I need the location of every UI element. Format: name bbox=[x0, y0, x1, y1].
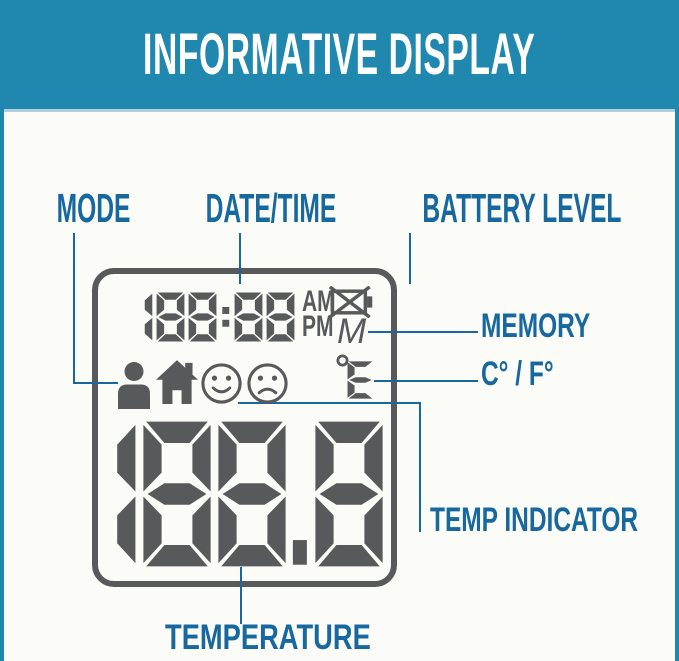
temperature-display bbox=[113, 420, 384, 568]
leader-line-memory bbox=[368, 331, 478, 333]
memory-marker: M bbox=[337, 312, 367, 351]
pm-indicator: PM bbox=[302, 310, 334, 343]
label-battery-level: BATTERY LEVEL bbox=[422, 185, 622, 231]
am-indicator: AM bbox=[302, 285, 335, 318]
label-date-time: DATE/TIME bbox=[205, 185, 337, 231]
page-title: INFORMATIVE DISPLAY bbox=[143, 21, 536, 87]
leader-line-battery bbox=[409, 233, 411, 284]
label-celsius-fahrenheit: C° / F° bbox=[481, 355, 554, 393]
happy-face-icon bbox=[201, 363, 242, 404]
temp-unit-display bbox=[347, 361, 374, 399]
leader-line-mode-horizontal bbox=[73, 382, 118, 384]
crossed-battery-icon bbox=[329, 286, 373, 318]
leader-line-temp-indicator-horizontal bbox=[238, 402, 421, 404]
label-temp-indicator: TEMP INDICATOR bbox=[430, 501, 639, 539]
label-mode: MODE bbox=[56, 185, 130, 231]
degree-icon bbox=[336, 354, 349, 367]
leader-line-unit bbox=[374, 380, 478, 382]
home-icon bbox=[156, 360, 198, 404]
person-icon bbox=[118, 362, 150, 409]
leader-line-mode-vertical bbox=[73, 233, 75, 384]
leader-line-date-time bbox=[239, 233, 241, 284]
label-memory: MEMORY bbox=[481, 307, 591, 345]
left-edge-strip bbox=[0, 0, 4, 661]
leader-line-temp-indicator-vertical bbox=[419, 402, 421, 532]
label-temperature: TEMPERATURE bbox=[165, 618, 371, 657]
header-banner: INFORMATIVE DISPLAY bbox=[0, 0, 679, 112]
sad-face-icon bbox=[247, 363, 288, 404]
leader-line-temperature bbox=[240, 567, 242, 624]
right-edge-strip bbox=[675, 0, 679, 661]
time-display bbox=[143, 292, 295, 342]
